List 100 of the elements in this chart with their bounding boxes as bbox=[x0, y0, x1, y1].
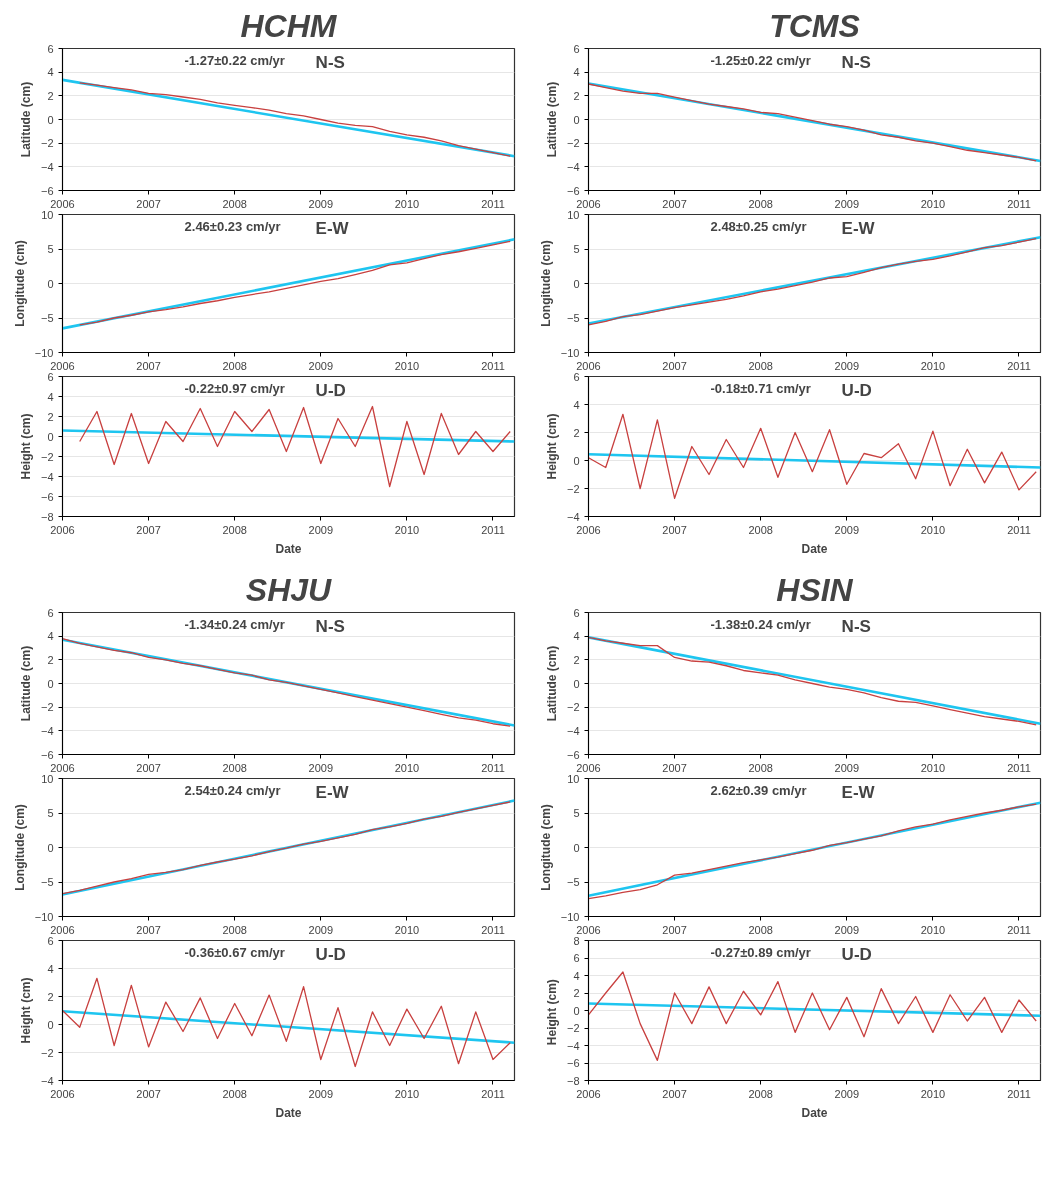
x-tick-label: 2006 bbox=[576, 1087, 601, 1100]
annotation: U-D bbox=[841, 944, 872, 964]
x-tick-label: 2011 bbox=[1007, 923, 1031, 936]
y-tick-label: 6 bbox=[573, 42, 580, 55]
x-tick-label: 2010 bbox=[394, 197, 420, 210]
annotation: -1.34±0.24 cm/yr bbox=[184, 616, 285, 632]
y-tick-label: −4 bbox=[566, 1039, 580, 1052]
y-tick-label: 0 bbox=[573, 1004, 580, 1017]
y-tick-label: 10 bbox=[567, 772, 580, 785]
x-tick-label: 2006 bbox=[50, 761, 75, 774]
x-tick-label: 2007 bbox=[136, 197, 161, 210]
y-tick-label: −6 bbox=[566, 1057, 580, 1069]
y-tick-label: −2 bbox=[40, 450, 54, 463]
y-tick-label: 2 bbox=[573, 89, 580, 102]
annotation: -1.25±0.22 cm/yr bbox=[710, 52, 811, 68]
y-tick-label: 4 bbox=[47, 390, 54, 403]
y-tick-label: 6 bbox=[573, 606, 580, 619]
x-tick-label: 2008 bbox=[222, 1087, 247, 1100]
y-tick-label: 0 bbox=[47, 277, 54, 290]
x-tick-label: 2006 bbox=[576, 523, 601, 536]
chart-title: TCMS bbox=[769, 7, 861, 44]
x-tick-label: 2010 bbox=[920, 1087, 946, 1100]
x-tick-label: 2009 bbox=[308, 197, 334, 210]
x-tick-label: 2008 bbox=[222, 761, 247, 774]
y-tick-label: −8 bbox=[566, 1074, 580, 1087]
x-tick-label: 2009 bbox=[308, 523, 334, 536]
x-tick-label: 2008 bbox=[222, 923, 247, 936]
x-tick-label: 2009 bbox=[834, 197, 860, 210]
y-axis-title: Longitude (cm) bbox=[12, 240, 27, 327]
y-tick-label: −4 bbox=[40, 470, 54, 483]
y-tick-label: 2 bbox=[573, 426, 580, 439]
x-tick-label: 2008 bbox=[222, 359, 247, 372]
y-tick-label: −6 bbox=[566, 748, 580, 761]
y-tick-label: −6 bbox=[40, 748, 54, 761]
y-tick-label: 2 bbox=[47, 653, 54, 666]
y-tick-label: −2 bbox=[566, 482, 580, 495]
x-tick-label: 2011 bbox=[1007, 1087, 1031, 1100]
y-tick-label: 6 bbox=[47, 42, 54, 55]
y-tick-label: −4 bbox=[40, 160, 54, 173]
chart-title: HSIN bbox=[776, 571, 854, 608]
annotation: -0.22±0.97 cm/yr bbox=[184, 380, 285, 396]
y-tick-label: −6 bbox=[566, 184, 580, 197]
y-tick-label: 6 bbox=[573, 370, 580, 383]
x-tick-label: 2006 bbox=[50, 523, 75, 536]
annotation: E-W bbox=[315, 218, 350, 238]
x-tick-label: 2009 bbox=[308, 923, 334, 936]
y-tick-label: −8 bbox=[40, 510, 54, 523]
x-tick-label: 2007 bbox=[662, 197, 687, 210]
x-axis-title: Date bbox=[275, 541, 302, 556]
x-tick-label: 2008 bbox=[748, 523, 773, 536]
x-tick-label: 2006 bbox=[576, 359, 601, 372]
x-tick-label: 2011 bbox=[1007, 359, 1031, 372]
y-tick-label: −10 bbox=[560, 910, 580, 923]
y-tick-label: −4 bbox=[566, 724, 580, 737]
x-tick-label: 2008 bbox=[748, 359, 773, 372]
x-tick-label: 2011 bbox=[1007, 523, 1031, 536]
annotation: 2.48±0.25 cm/yr bbox=[710, 218, 807, 234]
y-axis-title: Latitude (cm) bbox=[544, 81, 559, 158]
y-axis-title: Latitude (cm) bbox=[544, 645, 559, 722]
y-tick-label: 4 bbox=[573, 630, 580, 643]
x-tick-label: 2006 bbox=[50, 923, 75, 936]
x-tick-label: 2006 bbox=[576, 923, 601, 936]
y-tick-label: −6 bbox=[40, 184, 54, 197]
y-tick-label: 5 bbox=[47, 243, 54, 255]
annotation: E-W bbox=[841, 218, 876, 238]
y-tick-label: −6 bbox=[40, 490, 54, 503]
annotation: E-W bbox=[841, 782, 876, 802]
x-tick-label: 2011 bbox=[481, 923, 505, 936]
y-tick-label: 2 bbox=[47, 990, 54, 1003]
y-tick-label: 4 bbox=[573, 398, 580, 411]
y-axis-title: Longitude (cm) bbox=[12, 804, 27, 891]
x-tick-label: 2008 bbox=[748, 923, 773, 936]
x-tick-label: 2008 bbox=[222, 523, 247, 536]
annotation: U-D bbox=[315, 944, 346, 964]
x-tick-label: 2007 bbox=[662, 923, 687, 936]
annotation: N-S bbox=[841, 616, 871, 636]
x-tick-label: 2007 bbox=[136, 761, 161, 774]
annotation: N-S bbox=[841, 52, 871, 72]
x-tick-label: 2010 bbox=[920, 761, 946, 774]
x-tick-label: 2008 bbox=[748, 1087, 773, 1100]
y-tick-label: −2 bbox=[566, 1022, 580, 1034]
x-tick-label: 2011 bbox=[1007, 197, 1031, 210]
y-axis-title: Longitude (cm) bbox=[538, 804, 553, 891]
x-tick-label: 2010 bbox=[394, 761, 420, 774]
x-tick-label: 2007 bbox=[662, 359, 687, 372]
y-axis-title: Longitude (cm) bbox=[538, 240, 553, 327]
y-tick-label: −4 bbox=[40, 724, 54, 737]
y-tick-label: 10 bbox=[41, 208, 54, 221]
x-tick-label: 2011 bbox=[481, 523, 505, 536]
y-tick-label: −10 bbox=[34, 910, 54, 923]
y-tick-label: 0 bbox=[47, 113, 54, 126]
y-axis-title: Height (cm) bbox=[544, 979, 559, 1046]
y-tick-label: 6 bbox=[47, 606, 54, 619]
y-tick-label: −2 bbox=[40, 137, 54, 150]
x-tick-label: 2007 bbox=[136, 523, 161, 536]
x-tick-label: 2009 bbox=[834, 923, 860, 936]
x-tick-label: 2006 bbox=[576, 761, 601, 774]
y-tick-label: −2 bbox=[40, 1046, 54, 1059]
x-tick-label: 2009 bbox=[308, 1087, 334, 1100]
annotation: U-D bbox=[315, 380, 346, 400]
